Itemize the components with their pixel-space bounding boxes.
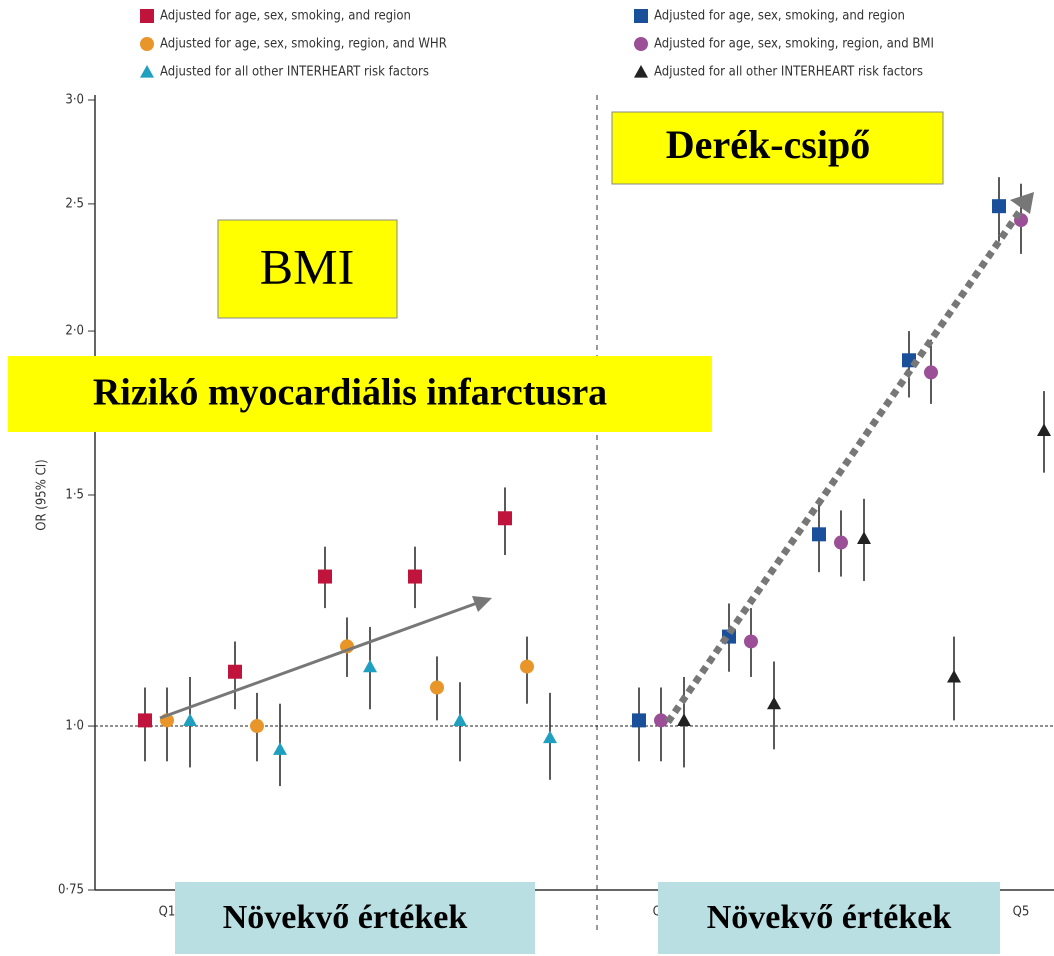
point [677,713,691,726]
annotation-box [611,111,944,185]
x-tick-label: Q5 [1013,905,1030,920]
point [363,659,377,673]
y-axis-label: OR (95% CI) [35,459,50,531]
point [632,713,646,728]
point [812,527,826,542]
legend-marker [634,9,648,23]
legend-label: Adjusted for age, sex, smoking, and regi… [654,9,905,24]
y-tick-label: 0·75 [58,883,84,898]
annotation: Növekvő értékek [223,899,468,936]
legend-label: Adjusted for age, sex, smoking, and regi… [160,9,411,24]
y-tick-label: 1·5 [65,488,84,503]
arrow-head [472,596,492,612]
point [273,742,287,755]
trend-arrow [665,206,1025,724]
annotation-box [658,882,1000,954]
x-tick-label: Q1 [159,905,176,920]
legend-marker [140,37,154,51]
legend-label: Adjusted for all other INTERHEART risk f… [160,65,429,80]
point [744,634,758,649]
point [430,680,444,695]
point [408,569,422,584]
point [498,511,512,526]
annotation-box [217,219,398,319]
legend-marker [140,65,154,78]
point [453,713,467,726]
point [520,659,534,674]
y-tick-label: 2·5 [65,196,84,211]
y-tick-label: 2·0 [65,324,84,339]
legend-label: Adjusted for all other INTERHEART risk f… [654,65,923,80]
y-tick-label: 3·0 [65,93,84,108]
point [250,719,264,734]
legend-marker [634,65,648,78]
point [992,199,1006,214]
point [834,535,848,550]
legend-label: Adjusted for age, sex, smoking, region, … [654,37,934,52]
point [183,713,197,726]
point [857,531,871,545]
annotation-box [8,356,712,432]
point [924,365,938,380]
point [318,569,332,584]
point [138,713,152,728]
annotation-box [175,882,535,954]
legend-marker [634,37,648,51]
annotation: BMI [260,238,354,294]
annotation: Rizikó myocardiális infarctusra [93,372,607,414]
point [1037,423,1051,437]
point [767,696,781,710]
legend-label: Adjusted for age, sex, smoking, region, … [160,37,447,52]
overlays: BMI Derék-csipő Rizikó myocardiális infa… [8,111,1034,954]
y-tick-label: 1·0 [65,719,84,734]
trend-arrow [159,600,481,720]
point [228,664,242,679]
legend-marker [140,9,154,23]
arrow-head [1010,192,1034,214]
point [543,730,557,744]
point [654,713,668,728]
annotation: Növekvő értékek [707,899,952,936]
point [947,669,961,683]
annotation: Derék-csipő [666,122,870,167]
